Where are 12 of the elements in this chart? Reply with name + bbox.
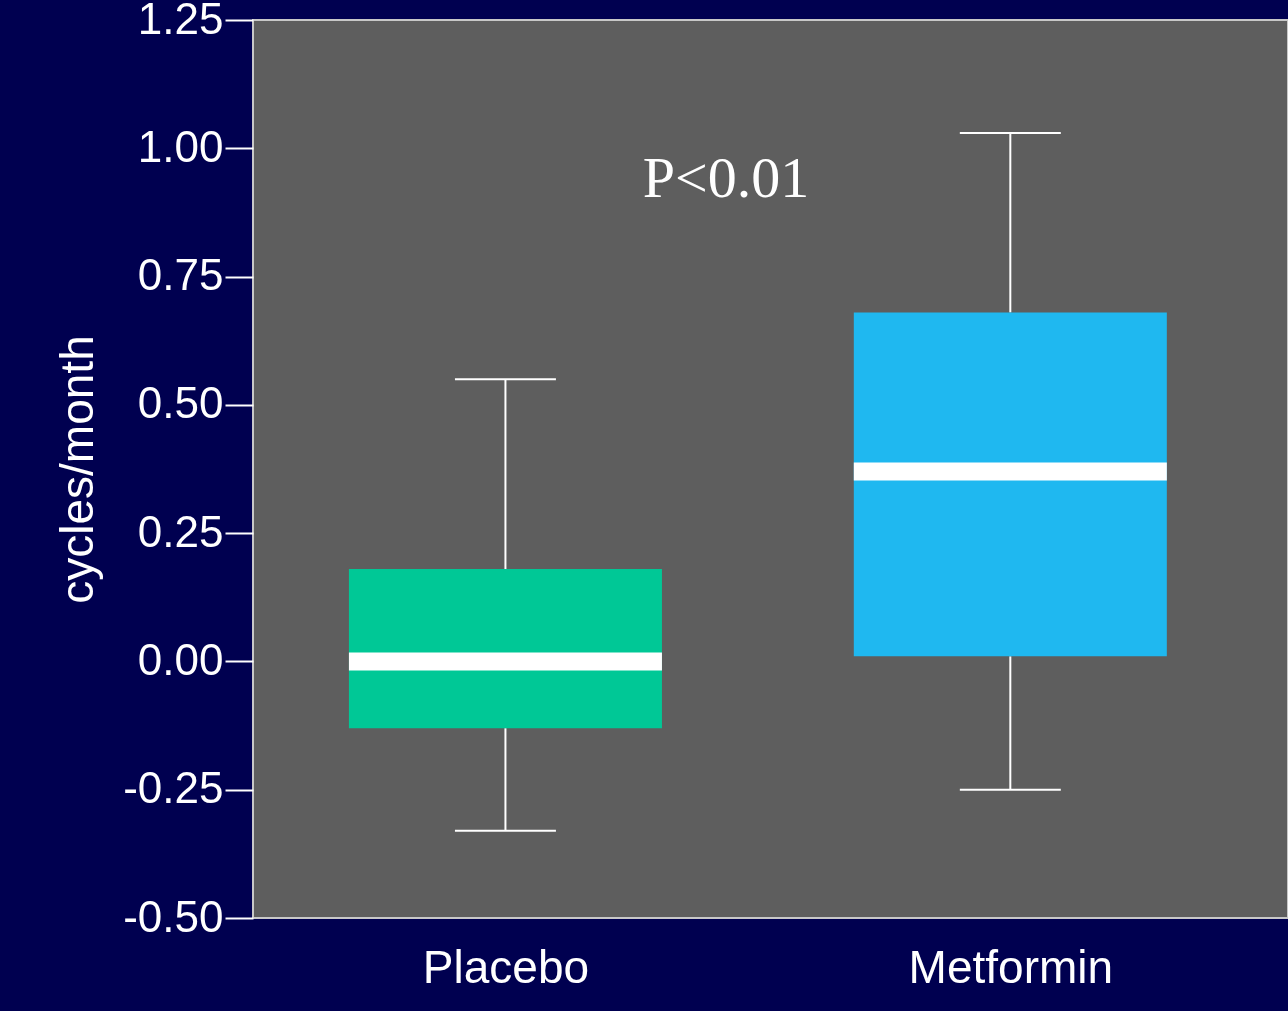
y-tick-label: 0.75 xyxy=(137,250,224,300)
y-tick-label: -0.25 xyxy=(123,763,224,813)
y-axis-title: cycles/month xyxy=(51,335,104,604)
x-tick-label: Placebo xyxy=(422,940,590,993)
y-tick-label: 0.00 xyxy=(137,634,224,684)
y-tick-label: 1.00 xyxy=(137,121,224,171)
y-tick-label: 0.25 xyxy=(137,506,224,556)
y-tick-label: -0.50 xyxy=(123,891,224,941)
y-tick-label: 0.50 xyxy=(137,378,224,428)
y-tick-label: 1.25 xyxy=(137,0,224,43)
x-tick-label: Metformin xyxy=(908,940,1114,993)
annotation: P<0.01 xyxy=(642,145,810,210)
